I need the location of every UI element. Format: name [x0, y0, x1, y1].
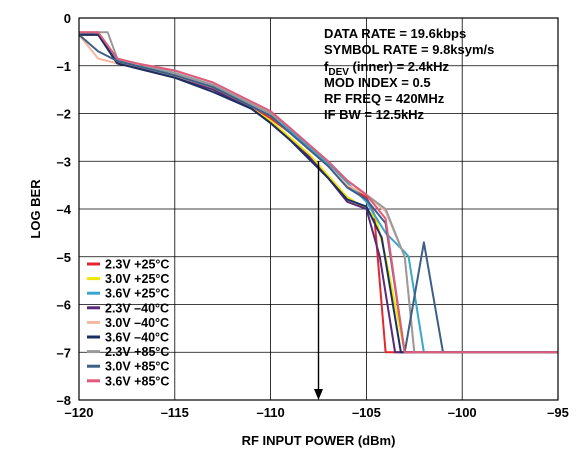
threshold-arrow	[314, 161, 323, 400]
y-tick-labels: 0 –1 –2 –3 –4 –5 –6 –7 –8	[57, 11, 72, 408]
x-axis-title: RF INPUT POWER (dBm)	[242, 433, 396, 448]
y-axis-title: LOG BER	[28, 179, 43, 239]
x-tick-label: –120	[65, 405, 94, 420]
y-tick-label: –6	[57, 298, 71, 313]
legend-label: 2.3V –40°C	[105, 301, 169, 315]
x-tick-label: –110	[256, 405, 284, 420]
series-line-9	[79, 31, 558, 354]
x-tick-label: –95	[547, 405, 569, 420]
annotation-rest: (inner) = 2.4kHz	[349, 59, 450, 74]
y-tick-label: –3	[57, 154, 71, 169]
plot-frame	[78, 17, 559, 401]
annotation-line: IF BW = 12.5kHz	[324, 107, 425, 122]
y-tick-label: 0	[64, 11, 71, 26]
legend-label: 3.0V –40°C	[105, 316, 169, 330]
legend: 2.3V +25°C3.0V +25°C3.6V +25°C2.3V –40°C…	[87, 258, 169, 388]
legend-label: 2.3V +85°C	[105, 345, 169, 359]
y-tick-label: –8	[57, 393, 71, 408]
y-tick-label: –5	[57, 250, 71, 265]
arrow-head	[314, 389, 323, 400]
legend-label: 3.0V +85°C	[105, 360, 169, 374]
annotation-main: f	[324, 59, 329, 74]
series-line-8	[78, 33, 558, 354]
y-tick-label: –1	[57, 59, 71, 74]
annotation-line: SYMBOL RATE = 9.8ksym/s	[324, 42, 494, 57]
y-tick-label: –7	[57, 345, 71, 360]
x-tick-label: –115	[161, 405, 189, 420]
annotation-line: DATA RATE = 19.6kbps	[324, 26, 466, 41]
x-tick-label: –105	[352, 405, 381, 420]
series-lines	[78, 31, 558, 354]
legend-label: 3.0V +25°C	[105, 272, 169, 286]
annotation-line: fDEV (inner) = 2.4kHz	[324, 59, 449, 78]
x-tick-labels: –120 –115 –110 –105 –100 –95	[65, 405, 569, 420]
annotation-line: RF FREQ = 420MHz	[324, 91, 445, 106]
y-tick-label: –4	[57, 202, 72, 217]
x-tick-label: –100	[448, 405, 477, 420]
y-tick-label: –2	[57, 107, 71, 122]
legend-label: 3.6V –40°C	[105, 331, 169, 345]
legend-label: 2.3V +25°C	[105, 258, 169, 272]
annotation-line: MOD INDEX = 0.5	[324, 75, 431, 90]
legend-label: 3.6V +85°C	[105, 374, 169, 388]
legend-label: 3.6V +25°C	[105, 287, 169, 301]
annotation-subscript: DEV	[328, 67, 349, 78]
